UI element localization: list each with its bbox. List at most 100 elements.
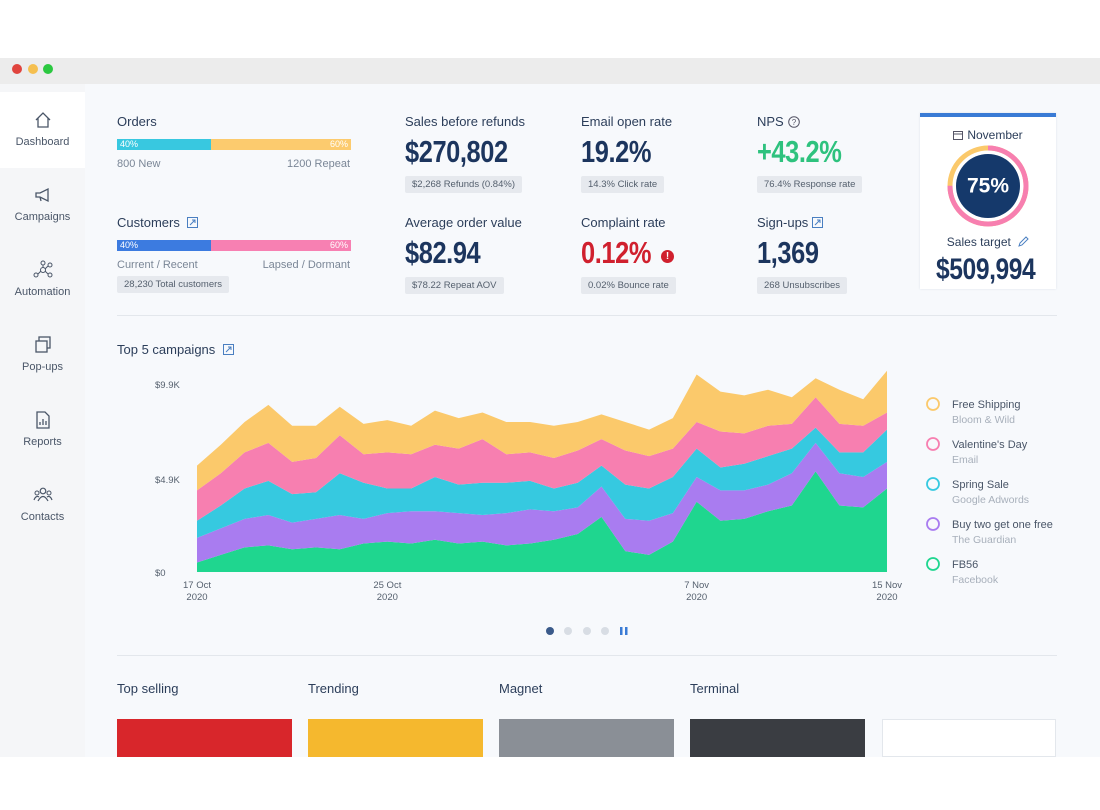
nav-icon bbox=[35, 411, 50, 429]
nav-item[interactable]: Pop-ups bbox=[0, 317, 85, 393]
title-bar bbox=[0, 58, 1100, 84]
kpi-title-text: Complaint rate bbox=[581, 215, 666, 230]
section-title: Top selling bbox=[117, 681, 179, 696]
kpi-value: 1,369 bbox=[757, 235, 819, 271]
x-tick-label: 15 Nov 2020 bbox=[872, 580, 902, 603]
legend-item[interactable]: Free Shipping Bloom & Wild bbox=[926, 397, 1021, 426]
donut: 75% bbox=[947, 145, 1029, 227]
orders-label: 800 New bbox=[117, 158, 161, 170]
target-month: November bbox=[920, 128, 1056, 142]
nav-item[interactable]: Contacts bbox=[0, 467, 85, 543]
target-title[interactable]: Sales target bbox=[920, 235, 1056, 249]
orders-bar: 40% 60% bbox=[117, 139, 351, 150]
chart-title-text: Top 5 campaigns bbox=[117, 342, 216, 357]
legend-swatch bbox=[926, 437, 940, 451]
nav-label: Reports bbox=[23, 436, 62, 448]
nav-item[interactable]: Campaigns bbox=[0, 167, 85, 243]
legend-item[interactable]: Buy two get one free The Guardian bbox=[926, 517, 1053, 546]
minimize-button[interactable] bbox=[28, 64, 38, 74]
bar-segment: 40% bbox=[117, 240, 211, 251]
product-image[interactable] bbox=[308, 719, 483, 757]
nav-item[interactable]: Dashboard bbox=[0, 92, 85, 168]
sidebar: Dashboard Campaigns Automation Pop-ups Repor… bbox=[0, 84, 85, 757]
area bbox=[197, 370, 887, 491]
segment-label: 60% bbox=[329, 240, 348, 250]
nav-icon bbox=[34, 336, 51, 353]
orders-label: 1200 Repeat bbox=[287, 158, 350, 170]
help-icon[interactable]: ? bbox=[787, 116, 800, 128]
legend-source: Google Adwords bbox=[952, 494, 1029, 506]
legend-item[interactable]: FB56 Facebook bbox=[926, 557, 999, 586]
chart-title[interactable]: Top 5 campaigns bbox=[117, 342, 234, 357]
kpi-value-text: $270,802 bbox=[405, 134, 508, 169]
kpi-title-text: Sales before refunds bbox=[405, 114, 525, 129]
legend-source: Email bbox=[952, 454, 978, 466]
product-card[interactable] bbox=[882, 719, 1056, 757]
area bbox=[197, 471, 887, 572]
orders-title: Orders bbox=[117, 114, 157, 129]
kpi-value-text: 19.2% bbox=[581, 134, 652, 169]
pause-button[interactable] bbox=[620, 627, 628, 635]
x-tick-label: 25 Oct 2020 bbox=[373, 580, 401, 603]
page-dot[interactable] bbox=[601, 627, 609, 635]
nav-icon bbox=[32, 487, 53, 502]
page-dot[interactable] bbox=[564, 627, 572, 635]
legend-name: Free Shipping bbox=[952, 399, 1021, 411]
page-dot[interactable] bbox=[583, 627, 591, 635]
link-icon[interactable] bbox=[812, 217, 824, 228]
kpi-title: Sales before refunds bbox=[405, 114, 525, 129]
maximize-button[interactable] bbox=[43, 64, 53, 74]
kpi-value-text: 0.12% bbox=[581, 235, 652, 270]
link-icon bbox=[187, 217, 199, 228]
segment-label: 40% bbox=[120, 139, 139, 149]
legend-swatch bbox=[926, 397, 940, 411]
kpi-title: NPS? bbox=[757, 114, 800, 129]
target-value: $509,994 bbox=[936, 253, 1036, 286]
legend-item[interactable]: Spring Sale Google Adwords bbox=[926, 477, 1029, 506]
legend-source: Bloom & Wild bbox=[952, 414, 1015, 426]
section-title: Magnet bbox=[499, 681, 543, 696]
section-title: Trending bbox=[308, 681, 359, 696]
donut-progress bbox=[947, 145, 1029, 227]
x-tick-label: 17 Oct 2020 bbox=[183, 580, 211, 603]
customers-bar: 40% 60% bbox=[117, 240, 351, 251]
nav-label: Campaigns bbox=[14, 211, 71, 223]
customers-title[interactable]: Customers bbox=[117, 215, 199, 230]
divider bbox=[117, 315, 1057, 316]
legend-item[interactable]: Valentine's Day Email bbox=[926, 437, 1028, 466]
nav-item[interactable]: Automation bbox=[0, 242, 85, 318]
customers-note: 28,230 Total customers bbox=[117, 276, 230, 293]
kpi-value-text: +43.2% bbox=[757, 134, 842, 169]
legend-swatch bbox=[926, 477, 940, 491]
section-title: Terminal bbox=[690, 681, 740, 696]
product-image[interactable] bbox=[117, 719, 292, 757]
y-tick-label: $9.9K bbox=[155, 380, 180, 391]
kpi-note: $2,268 Refunds (0.84%) bbox=[405, 176, 522, 193]
link-icon bbox=[222, 344, 234, 355]
x-tick-label: 7 Nov 2020 bbox=[684, 580, 709, 603]
nav-item[interactable]: Reports bbox=[0, 392, 85, 468]
legend-source: Facebook bbox=[952, 574, 999, 586]
page-dot[interactable] bbox=[546, 627, 554, 635]
y-tick-label: $0 bbox=[155, 568, 166, 579]
y-tick-label: $4.9K bbox=[155, 475, 180, 486]
product-image[interactable] bbox=[690, 719, 865, 757]
product-image[interactable] bbox=[499, 719, 674, 757]
segment-label: 60% bbox=[329, 139, 348, 149]
divider bbox=[117, 655, 1057, 656]
kpi-title: Sign-ups bbox=[757, 215, 824, 230]
legend-swatch bbox=[926, 557, 940, 571]
area bbox=[197, 442, 887, 563]
legend-swatch bbox=[926, 517, 940, 531]
legend-name: Buy two get one free bbox=[952, 519, 1053, 531]
legend-name: FB56 bbox=[952, 559, 978, 571]
target-title-text: Sales target bbox=[946, 235, 1011, 249]
close-button[interactable] bbox=[12, 64, 22, 74]
kpi-value: $270,802 bbox=[405, 134, 508, 170]
area bbox=[197, 397, 887, 521]
kpi-value: +43.2% bbox=[757, 134, 842, 170]
kpi-title-text: Average order value bbox=[405, 215, 522, 230]
kpi-note: 14.3% Click rate bbox=[581, 176, 665, 193]
bar-segment: 60% bbox=[210, 240, 351, 251]
